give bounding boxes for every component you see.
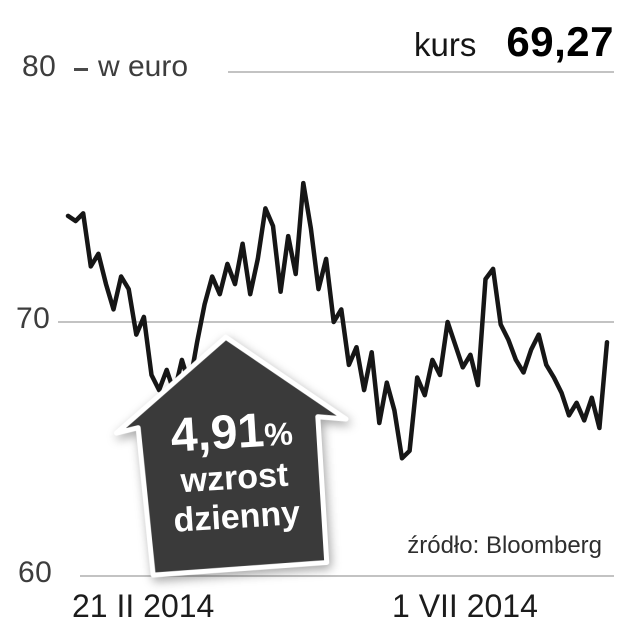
gridline-80 <box>228 71 614 73</box>
gridline-60 <box>80 575 614 577</box>
x-axis-label-end: 1 VII 2014 <box>392 588 538 624</box>
arrow-up-shape <box>113 334 349 578</box>
x-axis-label-start: 21 II 2014 <box>72 588 215 624</box>
y-axis-tick-80 <box>74 68 88 71</box>
price-value: 69,27 <box>506 18 614 65</box>
gridline-70 <box>58 321 614 323</box>
percent-sign: % <box>263 415 294 454</box>
unit-label: w euro <box>98 50 189 83</box>
change-percent-value: 4,91 <box>169 404 266 463</box>
y-axis-label-80: 80 <box>22 50 57 83</box>
y-axis-label-60: 60 <box>18 556 53 589</box>
source-label: źródło: Bloomberg <box>407 532 602 559</box>
change-badge: 4,91% wzrost dzienny <box>105 327 361 583</box>
arrow-up-icon <box>113 334 349 578</box>
change-badge-text: 4,91% wzrost dzienny <box>109 401 358 543</box>
price-label: kurs <box>414 26 477 63</box>
y-axis-label-70: 70 <box>16 302 51 335</box>
price-header: kurs 69,27 <box>300 18 614 66</box>
